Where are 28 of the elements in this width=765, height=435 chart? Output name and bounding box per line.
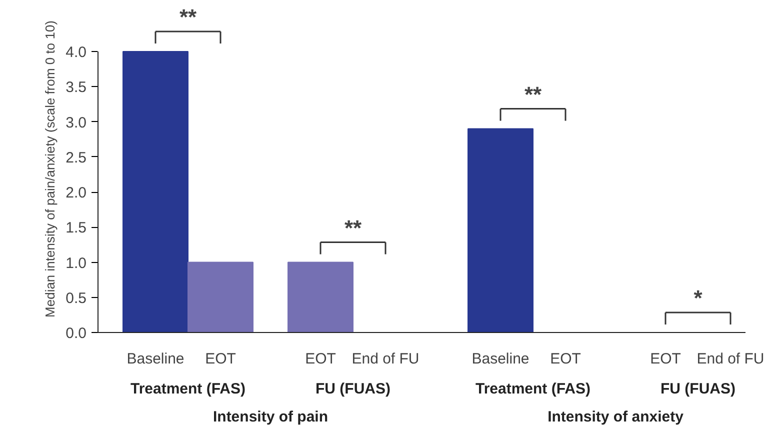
y-tick-label: 2.0: [66, 184, 87, 202]
y-tick-label: 3.0: [66, 114, 87, 132]
y-tick-label: 0.5: [66, 290, 87, 307]
text: Intensity of pain: [213, 408, 328, 426]
y-tick-label: 2.5: [66, 149, 87, 166]
annotation: *: [694, 286, 703, 310]
y-tick-label: 4.0: [66, 44, 87, 61]
x-tick-label: Baseline: [126, 350, 184, 368]
x-tick-label: EOT: [305, 350, 336, 368]
x-tick-label: End of FU: [696, 350, 764, 368]
y-tick-label: 0.0: [66, 325, 87, 342]
text: FU (FUAS): [316, 380, 391, 398]
y-tick-label: 1.0: [66, 254, 87, 272]
x-tick-label: End of FU: [352, 350, 420, 368]
y-tick-label: 3.5: [66, 79, 87, 96]
y-tick-label: 1.5: [66, 220, 87, 237]
annotation: **: [344, 215, 362, 240]
text: **: [179, 4, 197, 30]
annotation: **: [524, 82, 542, 107]
x-tick-label: EOT: [205, 350, 236, 368]
x-tick-label: EOT: [550, 350, 581, 368]
text: Intensity of anxiety: [548, 408, 684, 426]
x-tick-label: Baseline: [472, 350, 530, 368]
y-axis-title: Median intensity of pain/anxiety (scale from 0 to 10): [42, 20, 58, 318]
text: Treatment (FAS): [475, 380, 591, 398]
text: Treatment (FAS): [130, 380, 246, 398]
text: FU (FUAS): [660, 380, 736, 398]
x-tick-label: EOT: [650, 350, 681, 368]
